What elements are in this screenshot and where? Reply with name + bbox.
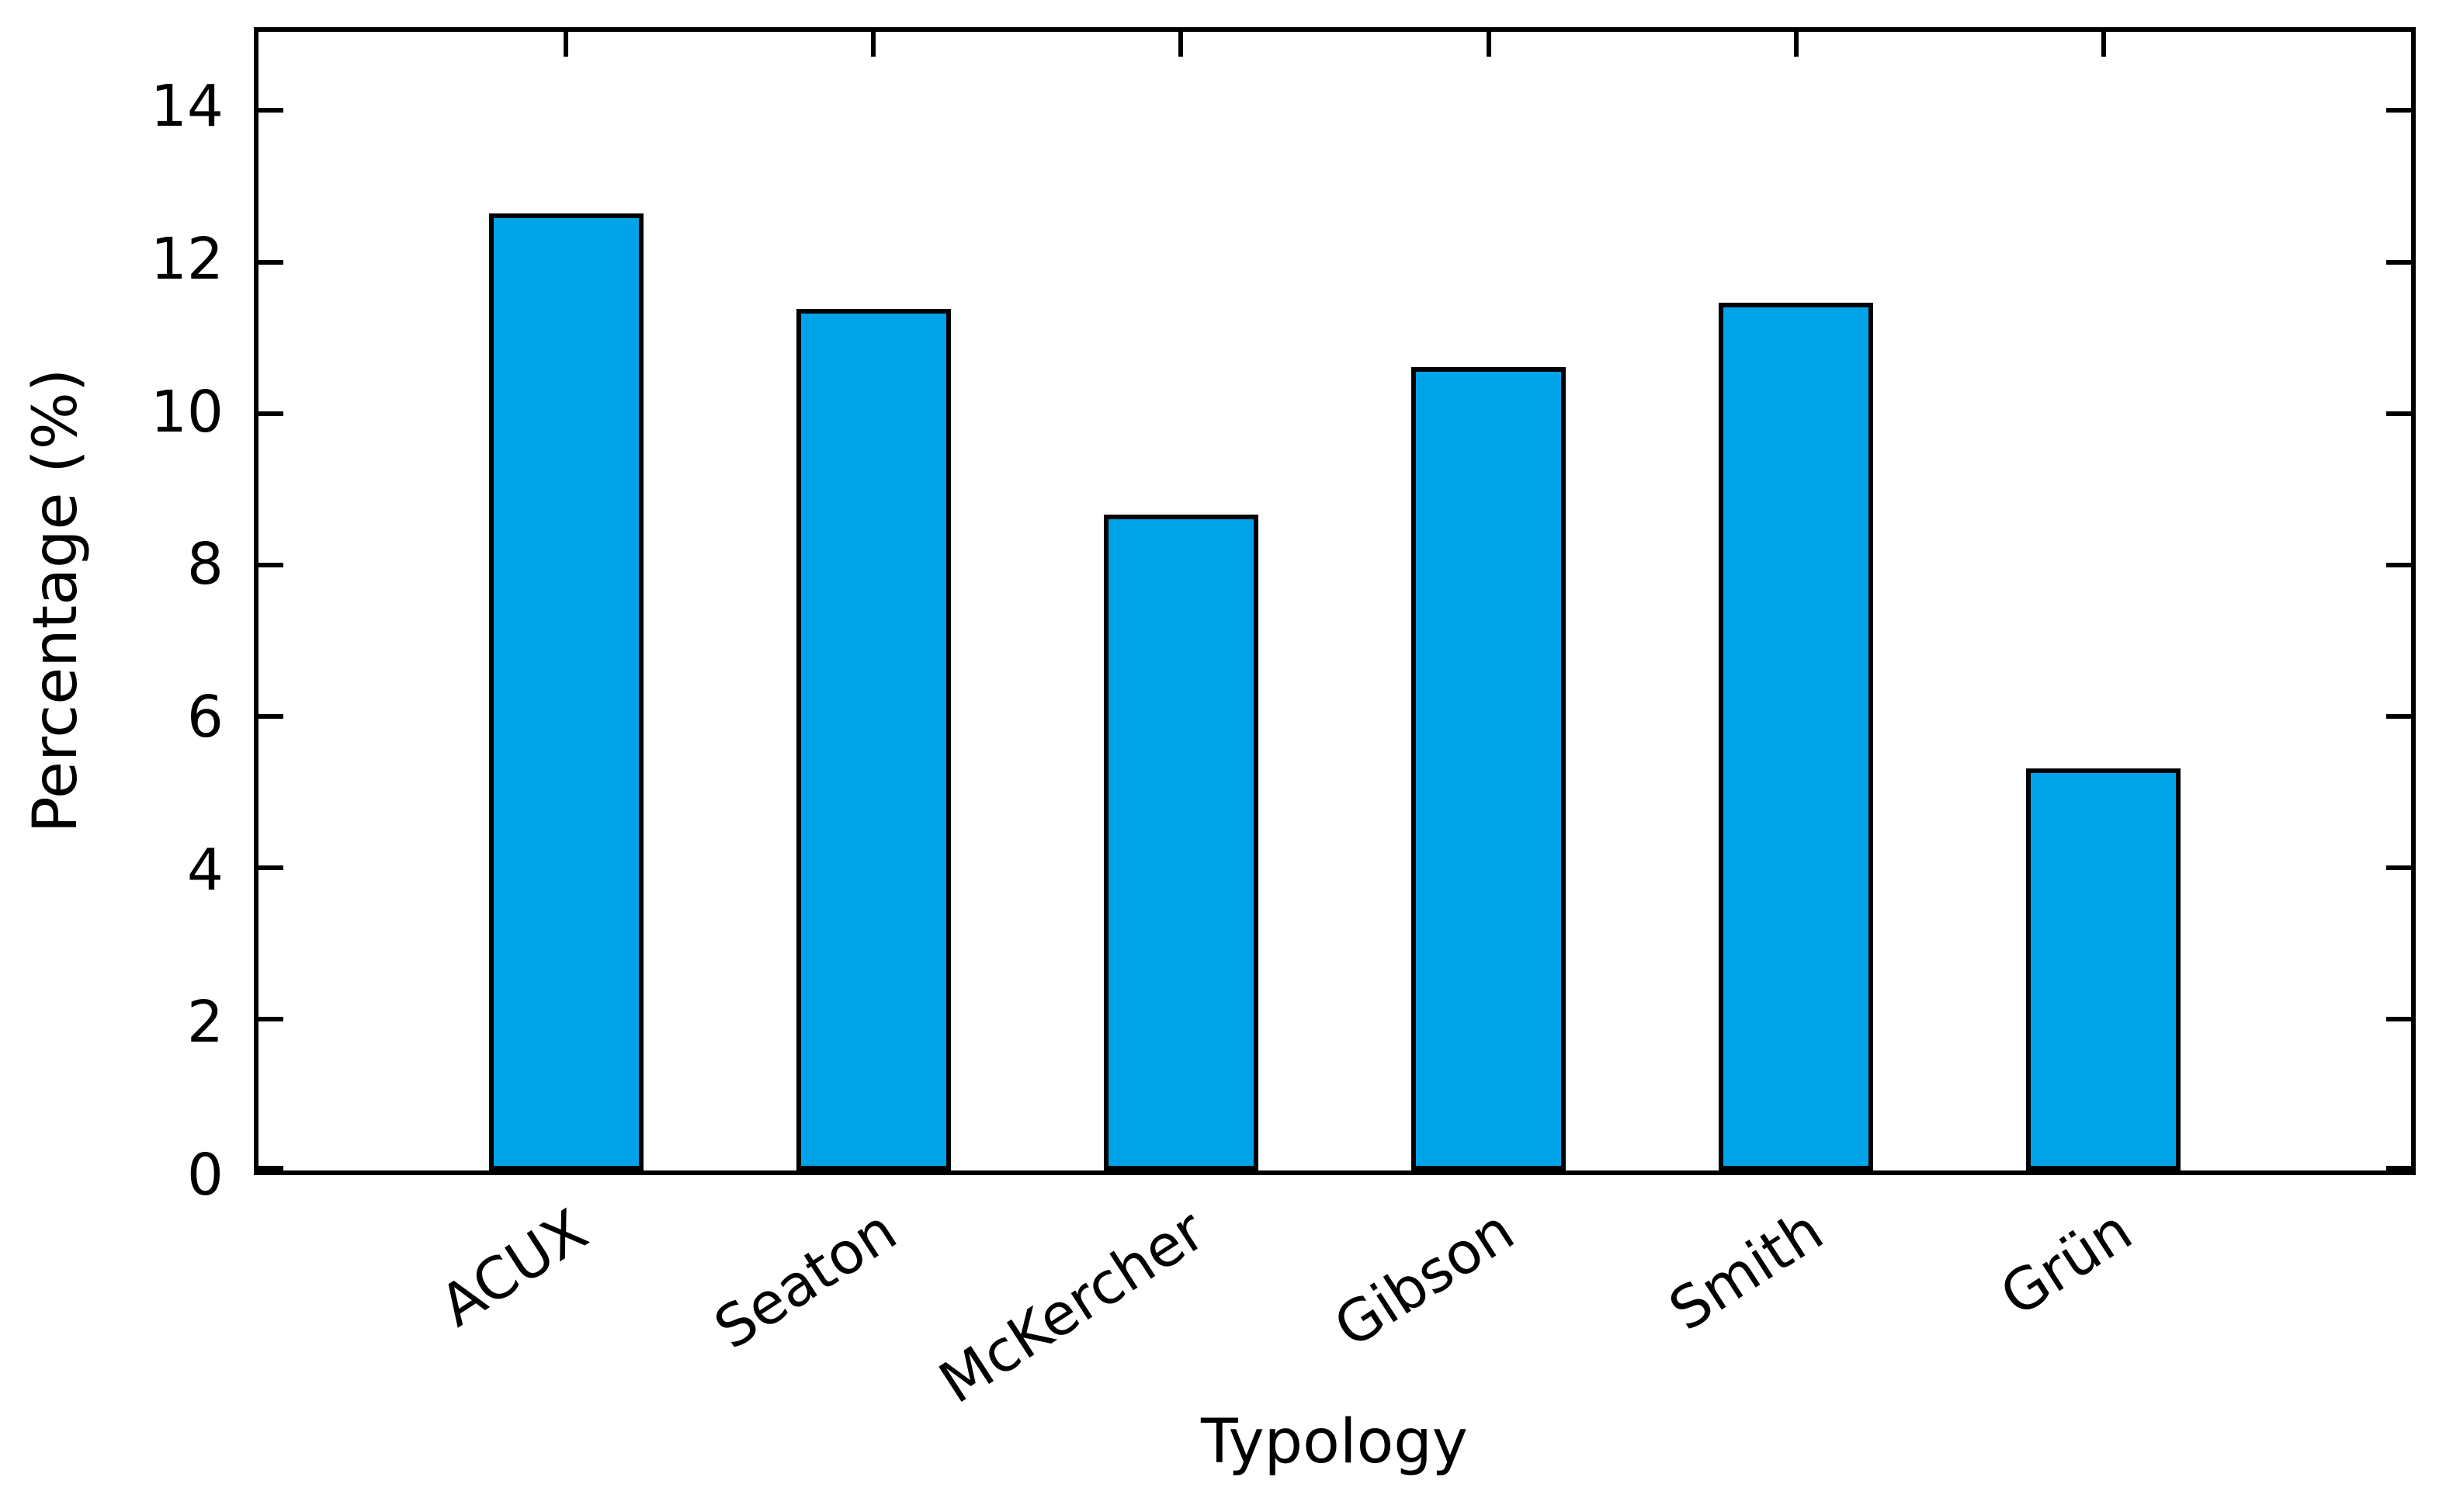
x-tick-label: Grün (1988, 1197, 2143, 1330)
x-tick-mark (2101, 32, 2106, 57)
y-tick-mark (258, 1166, 283, 1170)
y-tick-mark (2386, 259, 2411, 265)
x-tick-mark (564, 32, 569, 57)
y-tick-label: 0 (186, 1142, 224, 1209)
x-tick-label: Smith (1657, 1197, 1835, 1344)
y-tick-label: 12 (150, 225, 224, 293)
x-tick-label: Seaton (703, 1197, 908, 1363)
x-tick-label: McKercher (928, 1197, 1217, 1417)
y-tick-mark (258, 259, 283, 265)
y-tick-mark (258, 865, 283, 870)
x-axis-label: Typology (1201, 1407, 1468, 1477)
y-tick-mark (2386, 865, 2411, 870)
y-tick-label: 2 (186, 989, 224, 1056)
y-tick-mark (258, 562, 283, 567)
y-tick-label: 4 (186, 836, 224, 903)
bar-mckercher (1103, 515, 1258, 1170)
x-tick-label: ACUX (428, 1197, 599, 1340)
y-tick-label: 14 (150, 73, 224, 140)
y-tick-mark (2386, 562, 2411, 567)
y-tick-mark (2386, 1016, 2411, 1021)
x-tick-mark (871, 32, 876, 57)
bar-smith (1719, 303, 1874, 1170)
bar-acux (488, 213, 644, 1170)
y-tick-mark (2386, 713, 2411, 719)
y-tick-mark (258, 108, 283, 113)
bar-gibson (1411, 367, 1567, 1170)
y-tick-mark (258, 713, 283, 719)
y-axis-label: Percentage (%) (21, 368, 91, 834)
y-tick-mark (258, 1016, 283, 1021)
y-tick-label: 10 (150, 378, 224, 446)
x-tick-mark (1178, 32, 1184, 57)
plot-area (254, 27, 2416, 1175)
y-tick-mark (2386, 108, 2411, 113)
y-tick-mark (2386, 1166, 2411, 1170)
bar-gr-n (2026, 768, 2181, 1170)
bar-seaton (796, 309, 951, 1170)
x-tick-label: Gibson (1323, 1197, 1526, 1361)
y-tick-mark (2386, 411, 2411, 416)
y-tick-label: 8 (186, 531, 224, 598)
x-tick-mark (1793, 32, 1799, 57)
y-tick-label: 6 (186, 683, 224, 751)
x-tick-mark (1486, 32, 1491, 57)
y-tick-mark (258, 411, 283, 416)
